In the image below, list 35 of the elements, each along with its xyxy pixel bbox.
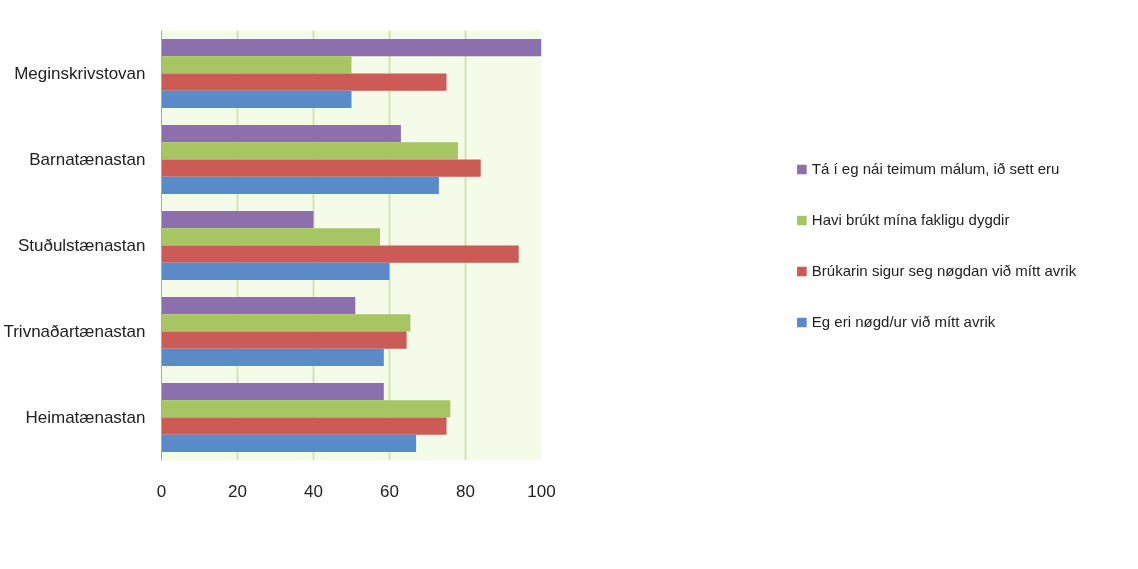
- bar: [161, 125, 401, 143]
- x-tick-label: 40: [304, 481, 323, 501]
- x-tick-label: 60: [380, 481, 399, 501]
- y-tick-label: Heimatænastan: [25, 408, 146, 427]
- legend-label: Tá í eg nái teimum málum, ið sett eru: [811, 160, 1060, 177]
- y-tick-label: Stuðulstænastan: [17, 236, 146, 255]
- x-tick-label: 20: [228, 481, 247, 501]
- bar: [161, 245, 519, 263]
- y-tick-label: Meginskrivstovan: [14, 64, 146, 83]
- bar: [161, 176, 439, 194]
- bar: [161, 314, 411, 332]
- legend-label: Eg eri nøgd/ur við mítt avrik: [811, 313, 996, 330]
- bar: [161, 211, 314, 229]
- bar: [161, 262, 390, 280]
- bar: [161, 142, 458, 160]
- legend-label: Brúkarin sigur seg nøgdan við mítt avrik: [811, 262, 1077, 279]
- y-tick-label: Barnatænastan: [29, 150, 146, 169]
- bar: [161, 383, 384, 401]
- bar: [161, 228, 380, 246]
- x-tick-label: 100: [527, 481, 556, 501]
- bar: [161, 39, 542, 57]
- bar: [161, 331, 407, 349]
- bar: [161, 73, 447, 91]
- bar: [161, 56, 352, 74]
- bar: [161, 434, 417, 452]
- bar: [161, 159, 481, 177]
- bar: [161, 297, 356, 315]
- bar: [161, 400, 451, 418]
- x-tick-label: 0: [156, 481, 167, 501]
- y-tick-label: Trivnaðartænastan: [3, 322, 146, 341]
- legend-label: Havi brúkt mína fakligu dygdir: [811, 211, 1010, 228]
- x-tick-label: 80: [456, 481, 475, 501]
- bar: [161, 90, 352, 108]
- bar: [161, 348, 384, 366]
- bar: [161, 417, 447, 435]
